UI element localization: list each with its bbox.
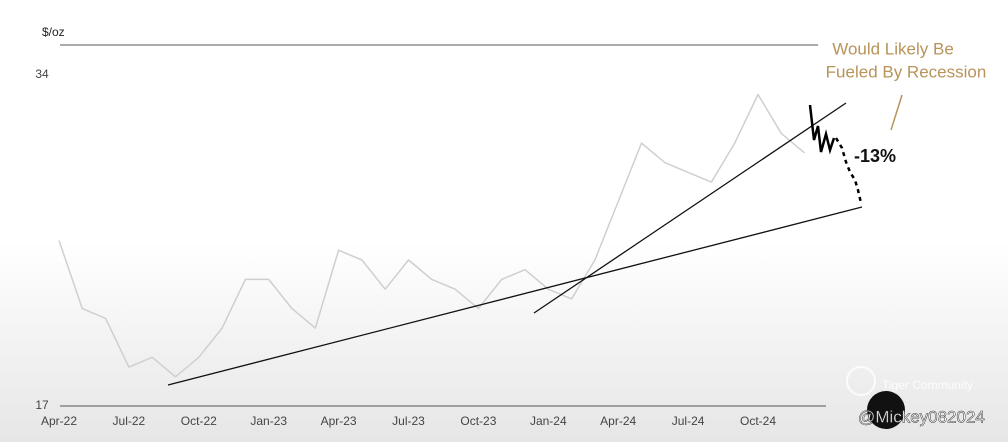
x-tick-label: Jan-24 bbox=[530, 414, 567, 428]
projection-dashed bbox=[834, 137, 863, 204]
annotation: -13% bbox=[854, 146, 896, 166]
price-line bbox=[58, 93, 806, 378]
x-tick-label: Jul-24 bbox=[672, 414, 705, 428]
trend-line bbox=[533, 102, 847, 314]
watermark-icon bbox=[846, 366, 876, 396]
x-tick-label: Oct-23 bbox=[460, 414, 496, 428]
x-tick-label: Oct-24 bbox=[740, 414, 776, 428]
annotation: Would Likely Be bbox=[832, 39, 954, 58]
annotation-pointer bbox=[890, 94, 903, 131]
x-tick-label: Jul-22 bbox=[113, 414, 146, 428]
y-tick-label: 17 bbox=[35, 398, 49, 412]
x-tick-label: Apr-23 bbox=[321, 414, 357, 428]
trend-line bbox=[167, 206, 863, 386]
y-axis-label: $/oz bbox=[42, 25, 65, 39]
x-tick-label: Oct-22 bbox=[181, 414, 217, 428]
x-tick-label: Apr-22 bbox=[41, 414, 77, 428]
projection-drawn bbox=[808, 104, 836, 155]
x-tick-label: Apr-24 bbox=[600, 414, 636, 428]
annotation: Fueled By Recession bbox=[826, 62, 987, 81]
watermark: @Mickey082024 bbox=[858, 407, 985, 426]
x-tick-label: Jul-23 bbox=[392, 414, 425, 428]
x-tick-label: Jan-23 bbox=[250, 414, 287, 428]
watermark-logo bbox=[867, 391, 905, 429]
y-tick-label: 34 bbox=[35, 67, 49, 81]
watermark: Tiger Community bbox=[882, 378, 973, 392]
